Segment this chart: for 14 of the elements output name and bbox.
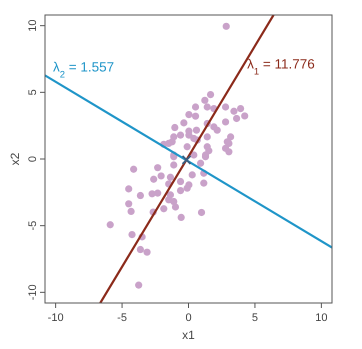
x-tick-label: 10 — [315, 312, 328, 324]
series-label: λ$_{2}$ = 1.557 — [53, 59, 114, 80]
y-tick-label: -10 — [27, 284, 39, 300]
x-tick-label: -10 — [48, 312, 64, 324]
y-axis-title: x2 — [8, 152, 22, 166]
y-tick-label: 0 — [27, 156, 39, 162]
x-axis-title: x1 — [182, 328, 196, 342]
x-tick-label: 0 — [185, 312, 192, 324]
y-tick-label: 5 — [27, 89, 39, 96]
y-tick-label: -5 — [27, 220, 39, 231]
y-tick-label: 10 — [27, 20, 39, 32]
series-label: λ$_{1}$ = 11.776 — [247, 56, 315, 77]
x-tick-label: -5 — [117, 312, 127, 324]
x-tick-label: 5 — [252, 312, 258, 324]
